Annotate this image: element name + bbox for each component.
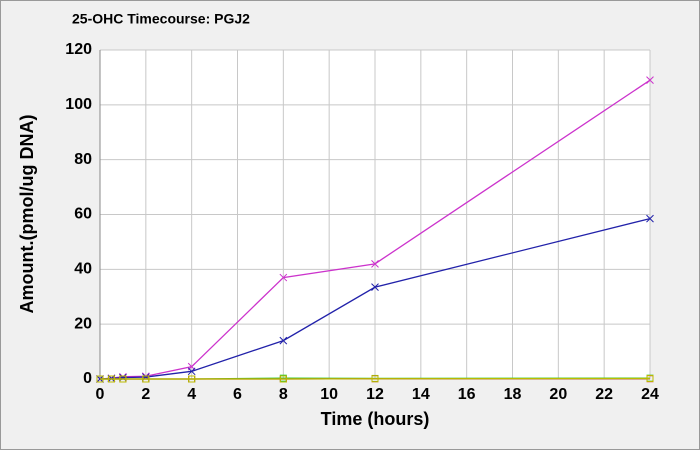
x-tick-label: 12 [366, 386, 384, 403]
chart-title: 25-OHC Timecourse: PGJ2 [72, 11, 250, 27]
y-tick-label: 80 [74, 151, 92, 168]
y-tick-label: 100 [65, 96, 92, 113]
y-tick-label: 20 [74, 315, 92, 332]
x-axis-label: Time (hours) [321, 409, 430, 429]
y-tick-label: 120 [65, 41, 92, 58]
x-tick-label: 14 [412, 386, 430, 403]
x-tick-label: 22 [595, 386, 613, 403]
x-tick-label: 16 [458, 386, 476, 403]
series-line [100, 378, 650, 379]
y-tick-label: 40 [74, 261, 92, 278]
x-tick-label: 6 [233, 386, 242, 403]
y-axis-label: Amount.(pmol/ug DNA) [17, 115, 37, 314]
y-tick-label: 60 [74, 206, 92, 223]
x-tick-label: 10 [320, 386, 338, 403]
y-tick-label: 0 [83, 370, 92, 387]
x-tick-label: 2 [141, 386, 150, 403]
x-tick-label: 20 [549, 386, 567, 403]
x-tick-label: 24 [641, 386, 659, 403]
x-tick-label: 4 [187, 386, 196, 403]
x-tick-label: 0 [96, 386, 105, 403]
x-tick-label: 18 [504, 386, 522, 403]
x-tick-label: 8 [279, 386, 288, 403]
